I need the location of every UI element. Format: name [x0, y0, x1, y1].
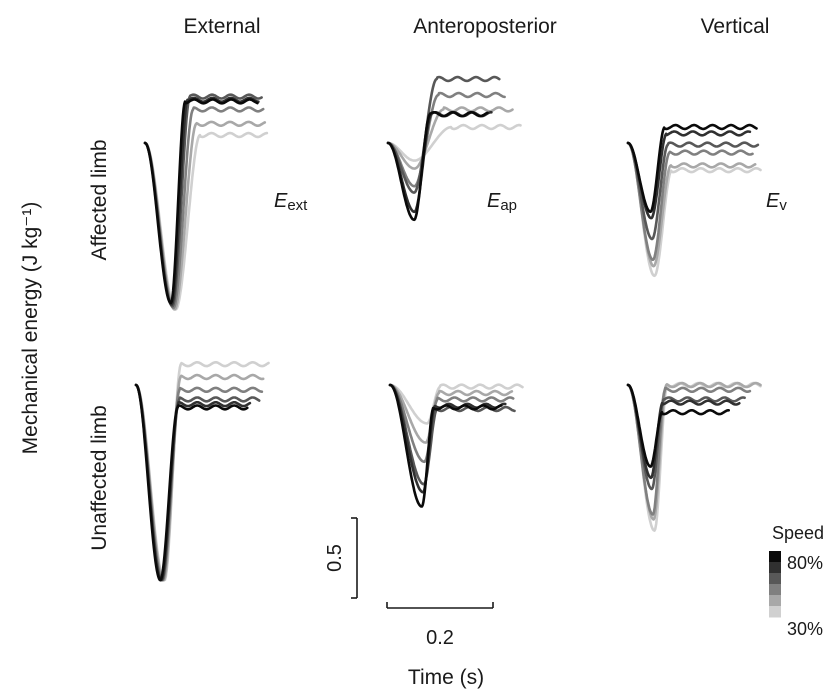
series-line-unaffected-vertical-50pct [626, 383, 752, 516]
series-line-affected-anteroposterior-50pct [386, 91, 506, 188]
y-axis-label: Mechanical energy (J kg⁻¹) [19, 202, 42, 455]
series-line-affected-vertical-50pct [626, 141, 754, 262]
legend-top-label: 80% [787, 553, 823, 573]
legend-swatch-70pct [769, 562, 781, 574]
series-line-affected-vertical-80pct [626, 123, 758, 214]
series-line-affected-external-40pct [143, 120, 267, 311]
x-axis-label: Time (s) [408, 666, 484, 689]
legend-swatch-50pct [769, 584, 781, 596]
row-label-affected-limb: Affected limb [88, 139, 111, 260]
panel-label-e-ap: Eap [487, 190, 517, 214]
series-line-affected-external-70pct [143, 96, 260, 306]
series-line-unaffected-external-80pct [134, 383, 249, 582]
scale-bar-energy [351, 517, 358, 599]
curve-layer [134, 75, 762, 582]
scale-bar-time [386, 602, 494, 609]
legend-bottom-label: 30% [787, 619, 823, 639]
scale-bar-energy-label: 0.5 [324, 544, 346, 572]
series-line-affected-vertical-60pct [626, 141, 760, 241]
panel-label-e-ext: Eext [274, 190, 308, 214]
legend-title: Speed [772, 523, 824, 543]
series-line-affected-anteroposterior-80pct [386, 111, 489, 222]
series-line-unaffected-vertical-70pct [626, 383, 741, 480]
column-title-vertical: Vertical [701, 15, 770, 38]
column-title-anteroposterior: Anteroposterior [413, 15, 557, 38]
scale-bar-time-label: 0.2 [426, 627, 454, 649]
column-title-external: External [183, 15, 260, 38]
series-line-unaffected-vertical-80pct [626, 383, 730, 468]
panel-label-e-v: Ev [766, 190, 787, 214]
series-line-affected-external-80pct [143, 98, 259, 305]
row-label-unaffected-limb: Unaffected limb [88, 405, 111, 551]
series-line-unaffected-anteroposterior-40pct [388, 383, 514, 444]
series-line-affected-vertical-30pct [626, 141, 762, 278]
series-line-unaffected-anteroposterior-50pct [388, 383, 515, 464]
legend-swatch-60pct [769, 573, 781, 585]
series-line-affected-vertical-70pct [626, 130, 752, 220]
series-line-affected-anteroposterior-60pct [386, 75, 501, 194]
series-line-unaffected-vertical-60pct [626, 383, 746, 491]
series-line-unaffected-anteroposterior-30pct [388, 383, 524, 425]
series-line-unaffected-anteroposterior-70pct [388, 383, 507, 494]
series-line-unaffected-anteroposterior-80pct [388, 383, 503, 508]
series-line-affected-anteroposterior-30pct [386, 123, 522, 162]
legend-swatch-40pct [769, 595, 781, 607]
legend-swatch-80pct [769, 551, 781, 563]
legend-colorbar [769, 551, 781, 618]
series-line-affected-anteroposterior-40pct [386, 106, 514, 170]
series-line-affected-external-30pct [143, 131, 269, 311]
legend-swatch-30pct [769, 606, 781, 618]
